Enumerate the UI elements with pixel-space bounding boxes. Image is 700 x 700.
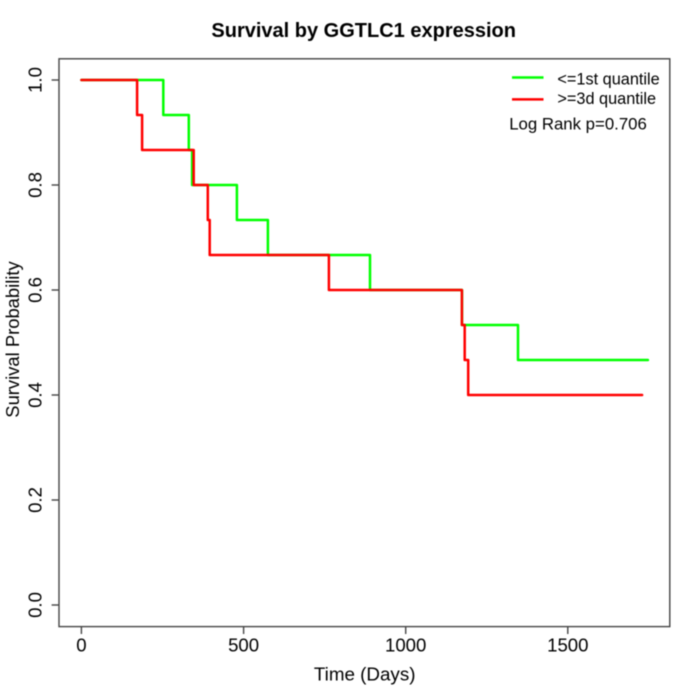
svg-text:Log Rank p=0.706: Log Rank p=0.706 [509,115,647,134]
svg-text:>=3d quantile: >=3d quantile [557,90,656,108]
svg-text:<=1st quantile: <=1st quantile [557,71,659,89]
svg-text:Time (Days): Time (Days) [314,664,416,685]
svg-text:500: 500 [228,635,259,656]
svg-text:0.4: 0.4 [24,382,45,408]
svg-text:0.8: 0.8 [24,172,45,198]
svg-text:0.0: 0.0 [24,592,45,618]
svg-text:0: 0 [76,635,86,656]
svg-text:1000: 1000 [385,635,426,656]
svg-text:1500: 1500 [547,635,588,656]
svg-text:Survival Probability: Survival Probability [2,261,23,418]
svg-text:1.0: 1.0 [24,67,45,93]
svg-text:Survival by GGTLC1 expression: Survival by GGTLC1 expression [211,20,516,42]
svg-text:0.6: 0.6 [24,277,45,303]
svg-text:0.2: 0.2 [24,487,45,513]
